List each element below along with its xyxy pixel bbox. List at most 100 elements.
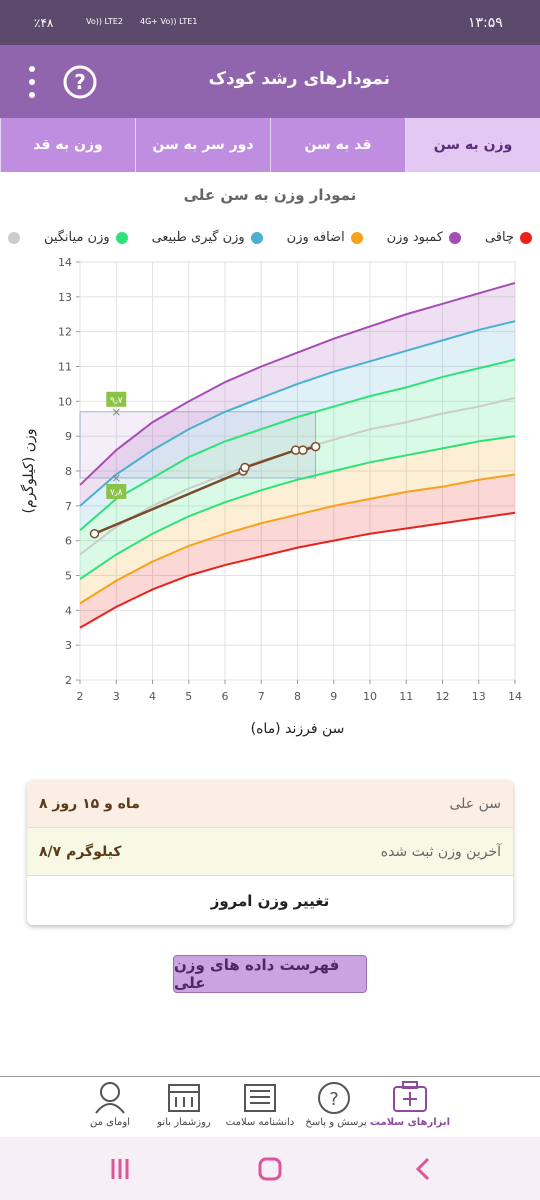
nav-label[interactable]: دانشنامه سلامت bbox=[225, 1117, 295, 1128]
nav-icons: ? bbox=[95, 1081, 427, 1114]
tab[interactable]: وزن به قد bbox=[0, 118, 135, 172]
nav-label[interactable]: روزشمار بانو bbox=[157, 1117, 211, 1128]
legend-label: وزن گیری طبیعی bbox=[151, 230, 245, 245]
x-tick-label: 6 bbox=[222, 690, 229, 703]
legend-dot bbox=[8, 231, 20, 244]
app-header: ? نمودارهای رشد کودک bbox=[0, 45, 540, 118]
x-tick-label: 10 bbox=[363, 690, 377, 703]
legend-dot bbox=[115, 231, 128, 244]
y-tick-label: 2 bbox=[65, 674, 72, 687]
info-card: سن علی ۸ ماه و ۱۵ روز آخرین وزن ثبت شده … bbox=[27, 780, 513, 925]
svg-text:?: ? bbox=[74, 70, 86, 94]
info-value: ۸/۷ کیلوگرم bbox=[39, 843, 122, 860]
child-point bbox=[298, 445, 308, 455]
x-tick-label: 14 bbox=[508, 690, 522, 703]
y-tick-label: 13 bbox=[58, 291, 72, 304]
system-nav bbox=[0, 1137, 540, 1200]
y-tick-label: 11 bbox=[58, 361, 72, 374]
tab-bar: وزن به سن قد به سن دور سر به سن وزن به ق… bbox=[0, 118, 540, 172]
y-tick-label: 8 bbox=[65, 465, 72, 478]
x-tick-label: 9 bbox=[330, 690, 337, 703]
curve bbox=[79, 358, 516, 531]
nav-label[interactable]: ابزارهای سلامت bbox=[369, 1117, 451, 1128]
battery: ٪۴۸ bbox=[34, 16, 54, 30]
svg-text:?: ? bbox=[329, 1089, 339, 1110]
app-title: نمودارهای رشد کودک bbox=[208, 69, 390, 89]
nav-label[interactable]: پرسش و پاسخ bbox=[305, 1117, 367, 1128]
legend-item: چاقی bbox=[485, 230, 532, 245]
curve bbox=[79, 511, 516, 629]
status-bar: ٪۴۸ Vo)) LTE2 4G+ Vo)) LTE1 ۱۳:۵۹ bbox=[0, 0, 540, 45]
range-label: ۷٫۸ bbox=[110, 488, 123, 498]
legend-dot bbox=[519, 231, 532, 244]
range-badge bbox=[106, 391, 127, 407]
header-icons[interactable]: ? bbox=[20, 65, 100, 101]
x-tick-label: 4 bbox=[149, 690, 156, 703]
list-button[interactable]: فهرست داده های وزن علی bbox=[173, 955, 367, 993]
y-axis-label: وزن (کیلوگرم) bbox=[20, 429, 37, 514]
legend-label: وزن میانگین bbox=[43, 230, 110, 245]
x-tick-label: 11 bbox=[399, 690, 413, 703]
info-row: سن علی ۸ ماه و ۱۵ روز bbox=[27, 780, 513, 828]
nav-label[interactable]: اومای من bbox=[90, 1117, 130, 1128]
x-tick-label: 13 bbox=[472, 690, 486, 703]
curve bbox=[79, 473, 516, 605]
band bbox=[80, 436, 515, 604]
y-tick-label: 7 bbox=[65, 500, 72, 513]
band bbox=[80, 359, 515, 555]
legend-label: اضافه وزن bbox=[286, 230, 345, 245]
range-cross: × bbox=[111, 471, 121, 485]
x-axis-label: سن فرزند (ماه) bbox=[251, 721, 345, 737]
legend-dot bbox=[250, 231, 263, 244]
clock: ۱۳:۵۹ bbox=[468, 15, 503, 31]
x-tick-label: 8 bbox=[294, 690, 301, 703]
child-point bbox=[310, 441, 321, 452]
x-tick-label: 2 bbox=[77, 690, 84, 703]
x-tick-label: 12 bbox=[436, 690, 450, 703]
chart-title: نمودار وزن به سن علی bbox=[183, 186, 357, 204]
system-buttons[interactable] bbox=[0, 1137, 540, 1200]
y-tick-label: 6 bbox=[65, 535, 72, 548]
bottom-nav: ? ابزارهای سلامت پرسش و پاسخ دانشنامه سل… bbox=[0, 1076, 540, 1138]
legend-item: وزن میانگین bbox=[44, 230, 128, 245]
y-tick-label: 14 bbox=[58, 256, 72, 269]
band bbox=[80, 397, 515, 579]
x-tick-label: 5 bbox=[185, 690, 192, 703]
y-tick-label: 10 bbox=[58, 395, 72, 408]
legend-item: کمبود وزن bbox=[387, 230, 461, 245]
y-tick-label: 5 bbox=[65, 570, 72, 583]
child-point bbox=[240, 462, 250, 473]
curve bbox=[79, 320, 516, 507]
legend-label: کمبود وزن bbox=[386, 230, 443, 245]
change-weight-action[interactable]: تغییر وزن امروز bbox=[27, 876, 513, 925]
tab[interactable]: دور سر به سن bbox=[135, 118, 270, 172]
y-tick-label: 4 bbox=[65, 604, 72, 617]
x-tick-label: 3 bbox=[113, 690, 120, 703]
band bbox=[80, 321, 515, 531]
info-key: سن علی bbox=[449, 795, 502, 812]
info-row: آخرین وزن ثبت شده ۸/۷ کیلوگرم bbox=[27, 828, 513, 876]
range-label: ۹٫۷ bbox=[110, 396, 123, 406]
legend-dot bbox=[350, 231, 363, 244]
range-badge bbox=[106, 483, 127, 499]
info-key: آخرین وزن ثبت شده bbox=[380, 843, 501, 860]
tab[interactable]: وزن به سن bbox=[405, 118, 540, 172]
y-tick-label: 9 bbox=[65, 430, 72, 443]
legend-item bbox=[8, 230, 20, 245]
range-highlight bbox=[79, 411, 317, 479]
legend-dot bbox=[449, 231, 461, 244]
sim-info: 4G+ Vo)) LTE1 bbox=[140, 17, 198, 26]
curve bbox=[79, 281, 516, 486]
range-cross: × bbox=[111, 405, 121, 419]
y-tick-label: 12 bbox=[58, 326, 72, 339]
sim-info: Vo)) LTE2 bbox=[86, 17, 123, 26]
band bbox=[80, 474, 515, 628]
child-point bbox=[89, 528, 100, 539]
band bbox=[80, 282, 515, 506]
y-tick-label: 3 bbox=[65, 639, 72, 652]
legend: چاقی کمبود وزن اضافه وزن وزن گیری طبیعی وزن … bbox=[8, 230, 532, 245]
legend-label: چاقی bbox=[484, 230, 514, 245]
legend-item: اضافه وزن bbox=[287, 230, 363, 245]
tab[interactable]: قد به سن bbox=[270, 118, 405, 172]
